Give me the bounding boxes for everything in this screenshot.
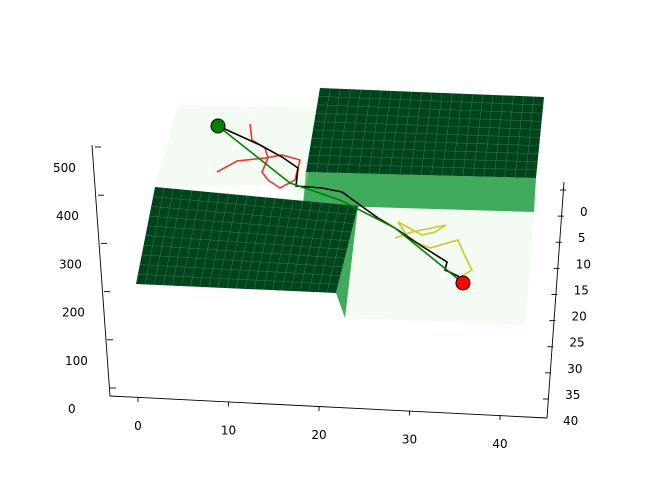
z-axis: 0 100 200 300 400 500	[53, 144, 116, 416]
obstacle-back-right-grid-line	[311, 138, 540, 146]
x-axis-line	[109, 395, 548, 419]
z-axis-tick-label: 100	[65, 354, 88, 368]
obstacle-front-left	[136, 187, 358, 318]
y-axis-tick-label: 15	[574, 283, 589, 297]
y-axis-tick-label: 30	[567, 362, 582, 376]
obstacle-back-right-grid-line	[314, 121, 541, 130]
z-axis-tick-label: 500	[53, 161, 76, 175]
path-yellow	[394, 221, 474, 277]
obstacle-back-right	[303, 88, 544, 212]
y-axis-tick-label: 40	[563, 414, 578, 428]
z-axis-tick-label: 200	[62, 306, 85, 320]
path-black	[217, 125, 463, 284]
z-axis-tick-label: 0	[68, 402, 76, 416]
y-axis-tick-label: 35	[565, 388, 580, 402]
obstacle-back-right-grid-line	[307, 163, 537, 171]
z-axis-tick-label: 400	[56, 209, 79, 223]
x-axis-tick-label: 20	[311, 428, 326, 442]
y-axis-tick-label: 10	[576, 257, 591, 271]
obstacle-back-right-grid-line	[310, 146, 539, 154]
x-axis-tick-label: 0	[134, 419, 142, 433]
obstacle-front-left-grid-line	[149, 215, 352, 233]
x-axis-tick-label: 10	[221, 424, 236, 438]
obstacle-back-right-grid-line	[318, 96, 544, 106]
obstacle-front-left-grid-line	[137, 274, 339, 285]
x-axis: 0 10 20 30 40	[109, 395, 548, 451]
y-axis-tick-label: 5	[578, 231, 586, 245]
obstacle-front-left-grid-line	[153, 196, 356, 215]
obstacle-front-left-grid-line	[143, 244, 345, 259]
obstacle-back-right-grid-line	[317, 104, 543, 114]
obstacle-back-right-grid-line	[315, 112, 542, 122]
obstacle-front-left-grid-line	[141, 254, 343, 268]
goal-marker	[455, 275, 471, 291]
z-axis-tick-label: 300	[59, 257, 82, 271]
obstacle-back-right-top	[306, 88, 544, 178]
x-axis-tick-label: 40	[492, 437, 507, 451]
obstacle-back-right-side	[303, 172, 536, 212]
z-axis-line	[91, 144, 111, 397]
y-axis: 0 5 10 15 20 25 30 35 40	[543, 181, 591, 428]
x-axis-tick-label: 30	[402, 433, 417, 447]
y-axis-tick-label: 25	[569, 336, 584, 350]
floor-plane-far	[155, 105, 318, 186]
obstacle-front-left-grid-line	[151, 206, 354, 224]
y-axis-tick-label: 20	[572, 310, 587, 324]
start-marker	[210, 118, 226, 134]
obstacle-front-left-grid-line	[145, 235, 348, 250]
obstacle-front-left-grid-line	[139, 264, 341, 276]
y-axis-line	[546, 181, 565, 419]
obstacle-front-left-grid-line	[147, 225, 350, 242]
path-green	[217, 125, 464, 284]
obstacle-back-right-grid-line	[308, 154, 538, 163]
obstacle-back-right-grid-line	[312, 129, 541, 138]
y-axis-tick-label: 0	[580, 205, 588, 219]
obstacle-front-left-side	[336, 206, 358, 318]
